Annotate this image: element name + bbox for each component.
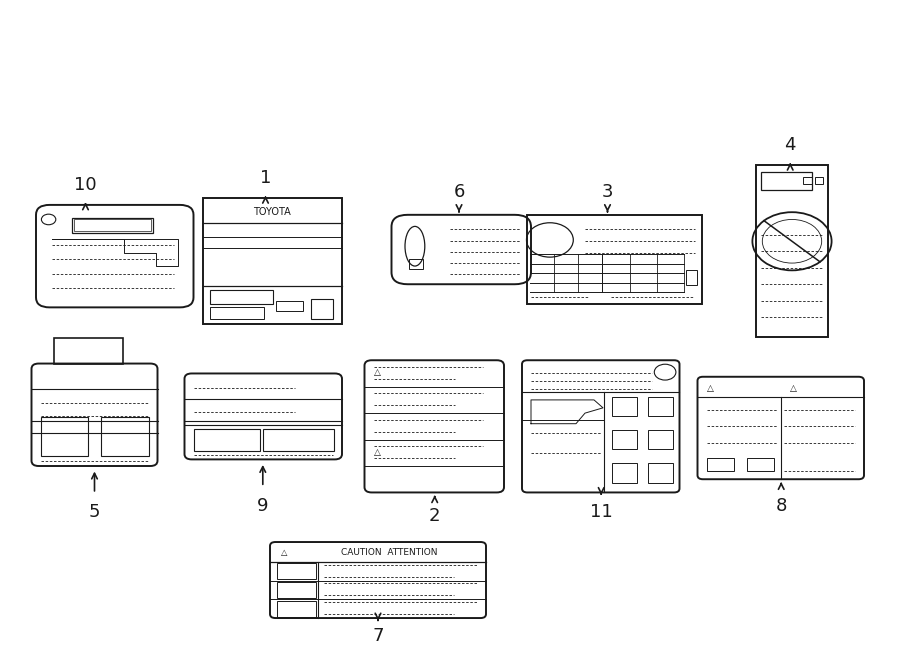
Bar <box>612 430 637 449</box>
Bar <box>101 417 148 456</box>
Text: △: △ <box>374 368 381 377</box>
Bar <box>210 307 264 319</box>
Text: 2: 2 <box>429 506 440 525</box>
Text: 3: 3 <box>602 182 613 201</box>
Text: △: △ <box>790 384 796 393</box>
Text: 11: 11 <box>590 503 613 522</box>
Bar <box>310 299 333 319</box>
Bar <box>277 582 316 598</box>
Bar <box>803 177 812 184</box>
Bar <box>686 270 697 285</box>
Bar <box>760 172 813 190</box>
Bar <box>194 429 259 451</box>
Bar <box>815 177 823 184</box>
Text: 6: 6 <box>454 182 464 201</box>
Bar <box>263 429 334 451</box>
Bar <box>526 215 702 304</box>
Text: 10: 10 <box>74 176 97 194</box>
Text: 9: 9 <box>257 496 268 515</box>
Text: △: △ <box>281 548 287 557</box>
Bar <box>648 463 673 483</box>
Bar <box>54 338 123 364</box>
Bar <box>277 563 316 579</box>
Bar <box>706 458 733 471</box>
Text: 4: 4 <box>785 136 796 155</box>
Text: 7: 7 <box>373 627 383 645</box>
Text: CAUTION  ATTENTION: CAUTION ATTENTION <box>340 548 437 557</box>
Bar <box>648 397 673 416</box>
Bar <box>747 458 774 471</box>
Text: 1: 1 <box>260 169 271 188</box>
Bar <box>276 301 303 311</box>
Bar <box>756 165 828 337</box>
Bar <box>409 259 423 270</box>
Bar <box>74 219 151 231</box>
Bar <box>612 463 637 483</box>
Text: 5: 5 <box>89 503 100 522</box>
Bar <box>648 430 673 449</box>
Bar <box>277 601 316 617</box>
Bar <box>612 397 637 416</box>
Bar <box>40 417 88 456</box>
Bar <box>202 198 342 324</box>
Text: △: △ <box>706 384 714 393</box>
Bar <box>210 290 273 304</box>
Text: TOYOTA: TOYOTA <box>254 206 291 217</box>
Text: △: △ <box>374 448 381 457</box>
Text: 8: 8 <box>776 496 787 515</box>
Bar <box>72 218 153 233</box>
